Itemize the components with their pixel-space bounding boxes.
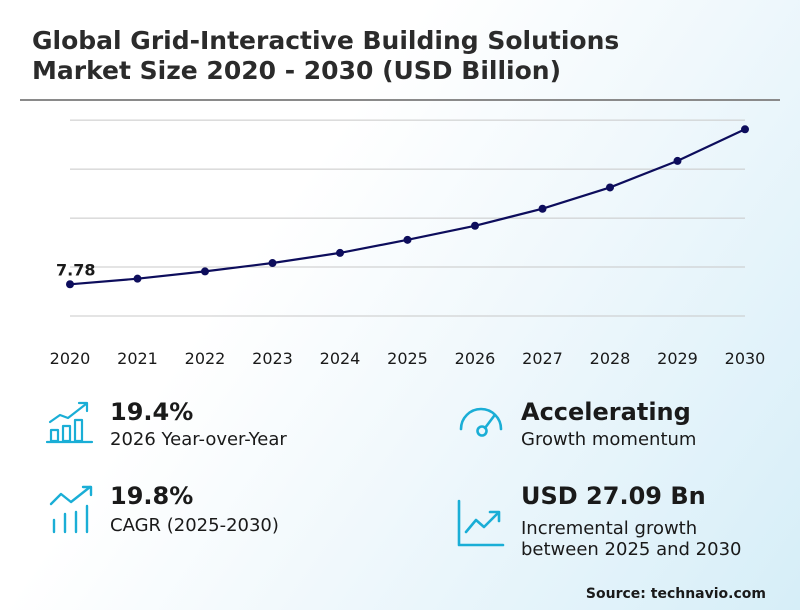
title-line-2: Market Size 2020 - 2030 (USD Billion) [32,56,561,85]
bar-chart-up-icon [46,401,94,444]
data-points [66,125,749,289]
incremental-value: USD 27.09 Bn [521,482,706,510]
incremental-stat: USD 27.09 Bn Incremental growth between … [456,482,786,562]
title-line-1: Global Grid-Interactive Building Solutio… [32,26,620,55]
x-tick-2025: 2025 [387,349,428,368]
series-line-layer [69,128,746,286]
data-point-2020 [66,280,74,289]
x-tick-2023: 2023 [252,349,293,368]
incremental-label-1: Incremental growth [521,518,698,539]
data-labels: 7.78 [56,260,95,279]
x-tick-2030: 2030 [725,349,766,368]
yoy-value: 19.4% [110,398,194,426]
yoy-stat: 19.4% 2026 Year-over-Year [46,398,376,458]
data-point-2029 [673,156,682,165]
data-label-2020: 7.78 [56,260,95,279]
data-point-2025 [403,235,412,244]
data-point-2030 [741,125,749,134]
gridlines [70,119,745,317]
data-point-2026 [471,221,479,230]
momentum-stat: Accelerating Growth momentum [456,398,776,458]
data-point-2027 [538,204,547,213]
x-tick-2022: 2022 [185,349,226,368]
chart-title: Global Grid-Interactive Building Solutio… [32,26,619,86]
data-point-2021 [133,274,142,283]
series-line [69,128,746,286]
data-point-2023 [268,259,277,268]
speedometer-icon [459,407,503,437]
data-point-2024 [336,248,344,257]
source-credit: Source: technavio.com [585,586,766,602]
x-tick-2027: 2027 [522,349,563,368]
cagr-stat: 19.8% CAGR (2025-2030) [46,482,376,542]
trend-bars-icon [49,485,93,534]
x-tick-2029: 2029 [657,349,698,368]
market-size-line-chart: 7.78 2020 2021 2022 2023 2024 2025 2026 2027 202… [50,119,766,368]
x-tick-2028: 2028 [590,349,631,368]
momentum-label: Growth momentum [521,429,697,450]
data-point-2028 [606,183,614,192]
momentum-value: Accelerating [521,398,691,426]
x-tick-2026: 2026 [455,349,496,368]
yoy-label: 2026 Year-over-Year [110,429,287,450]
x-tick-2021: 2021 [117,349,158,368]
x-tick-2024: 2024 [320,349,361,368]
incremental-label-2: between 2025 and 2030 [521,539,742,560]
cagr-label: CAGR (2025-2030) [110,515,279,536]
growth-chart-icon [457,499,505,547]
title-divider [20,99,780,101]
cagr-value: 19.8% [110,482,194,510]
data-point-2022 [201,267,209,276]
x-tick-2020: 2020 [50,349,91,368]
x-axis-ticks: 2020 2021 2022 2023 2024 2025 2026 2027 2028 2029… [50,349,766,368]
